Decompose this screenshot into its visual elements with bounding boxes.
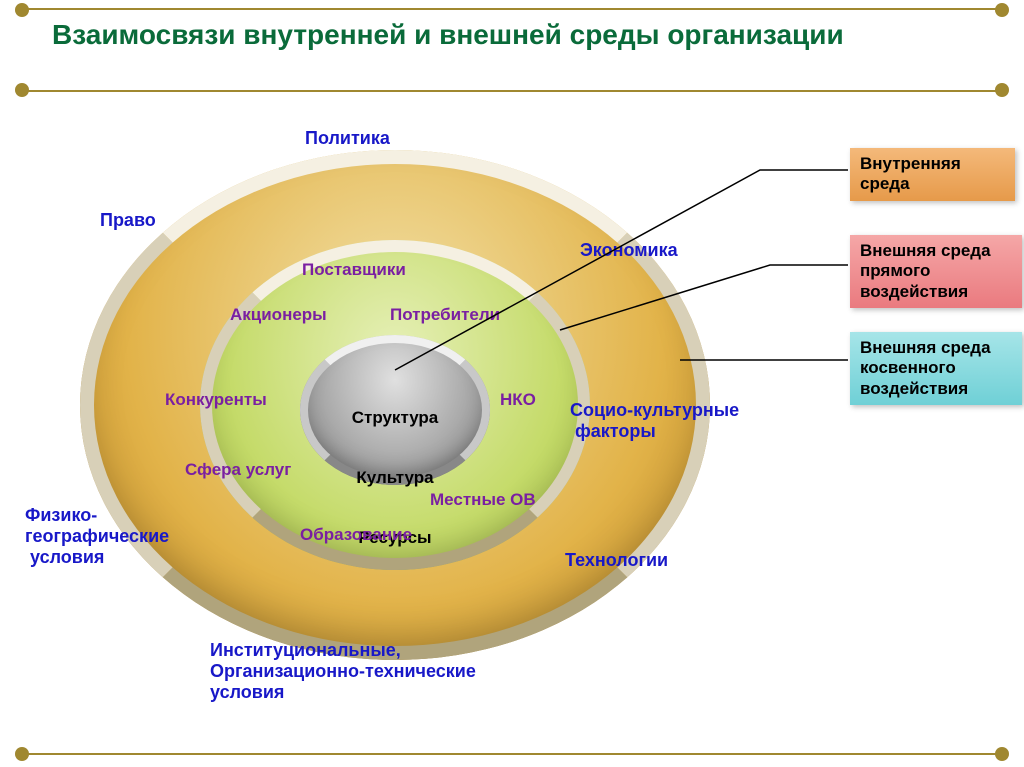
- concentric-diagram: Структура Культура Ресурсы Поставщики Ак…: [0, 110, 1024, 730]
- connector-lines: [0, 110, 1024, 730]
- bottom-rule: [22, 753, 1002, 755]
- title-bar: Взаимосвязи внутренней и внешней среды о…: [22, 8, 1002, 92]
- page-title: Взаимосвязи внутренней и внешней среды о…: [52, 18, 972, 52]
